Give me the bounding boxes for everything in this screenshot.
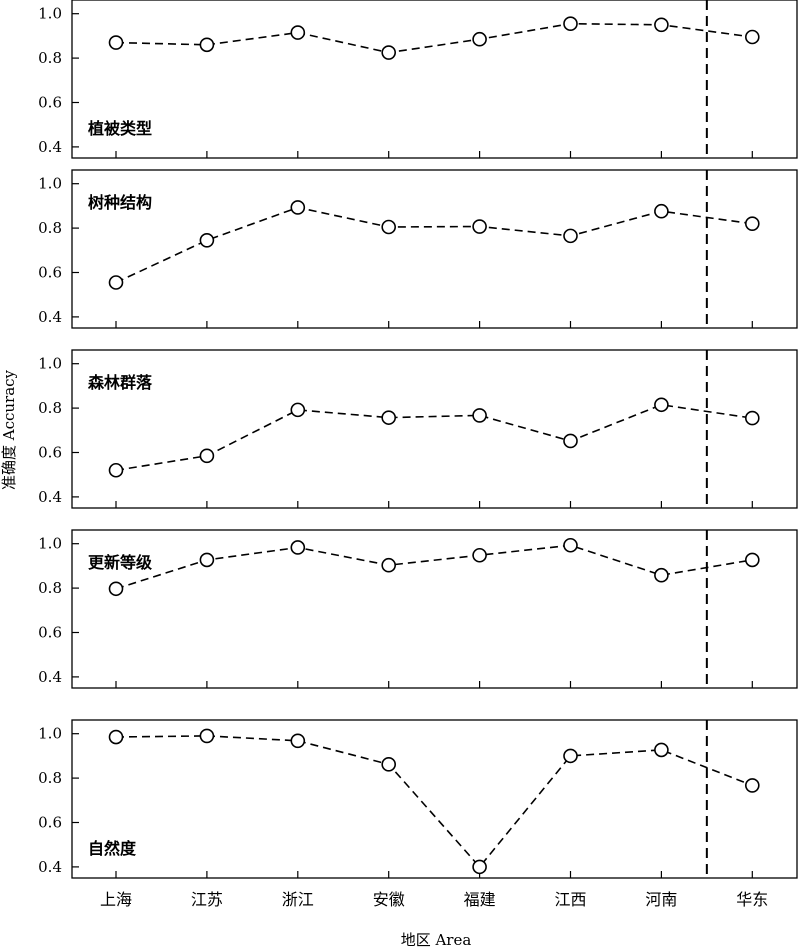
y-tick-label: 0.6 xyxy=(38,444,62,462)
data-point xyxy=(108,581,124,597)
panel-frame xyxy=(71,0,798,159)
data-point xyxy=(199,552,215,568)
y-axis-title: 准确度 Accuracy xyxy=(0,369,18,490)
y-tick-label: 0.6 xyxy=(38,624,62,642)
data-point xyxy=(108,35,124,50)
panel-label: 树种结构 xyxy=(88,193,152,212)
data-point xyxy=(563,537,578,553)
data-point xyxy=(381,410,397,425)
y-tick-label: 0.8 xyxy=(38,579,62,597)
y-tick-label: 0.4 xyxy=(38,668,62,686)
data-point xyxy=(563,16,578,31)
data-point xyxy=(563,748,578,764)
y-tick-label: 0.6 xyxy=(38,814,62,832)
panel-label: 森林群落 xyxy=(88,373,153,392)
y-tick-label: 0.4 xyxy=(38,488,62,506)
series-line xyxy=(115,544,753,590)
panel-3: 0.4 0.6 0.8 1.0 森林群落 xyxy=(38,349,798,509)
data-point xyxy=(290,733,306,749)
data-point xyxy=(199,37,215,53)
data-point xyxy=(381,757,397,772)
panel-frame xyxy=(71,349,798,509)
panel-1: 0.4 0.6 0.8 1.0 植被类型 xyxy=(38,0,798,159)
x-tick-label: 福建 xyxy=(464,890,496,909)
data-point xyxy=(381,219,397,235)
data-point xyxy=(744,29,760,45)
x-tick-label: 江西 xyxy=(554,890,586,909)
data-point xyxy=(472,547,487,563)
series-line xyxy=(115,22,753,54)
data-point xyxy=(108,729,124,745)
x-tick-label: 华东 xyxy=(736,890,768,909)
data-point xyxy=(472,859,487,875)
data-point xyxy=(472,408,487,423)
panel-frame xyxy=(71,529,798,689)
series-line xyxy=(115,735,753,869)
data-point xyxy=(654,567,669,583)
y-tick-label: 0.6 xyxy=(38,94,62,112)
y-tick-label: 1.0 xyxy=(38,725,62,743)
series-line xyxy=(115,403,753,472)
panel-2: 0.4 0.6 0.8 1.0 树种结构 xyxy=(38,169,798,329)
data-point xyxy=(654,203,669,219)
panel-4: 0.4 0.6 0.8 1.0 更新等级 xyxy=(38,529,798,689)
data-point xyxy=(381,557,397,573)
data-point xyxy=(290,402,306,418)
y-tick-label: 0.6 xyxy=(38,264,62,282)
data-point xyxy=(654,17,669,33)
data-point xyxy=(563,228,578,244)
data-point xyxy=(290,25,306,40)
data-point xyxy=(199,728,215,744)
y-tick-label: 0.8 xyxy=(38,769,62,787)
panel-frame xyxy=(71,169,798,329)
data-point xyxy=(199,233,215,248)
data-point xyxy=(744,410,760,426)
y-tick-label: 0.4 xyxy=(38,308,62,326)
x-tick-label: 安徽 xyxy=(373,890,405,909)
y-tick-label: 0.8 xyxy=(38,49,62,67)
data-point xyxy=(744,216,760,231)
y-tick-label: 0.4 xyxy=(38,858,62,876)
y-tick-label: 1.0 xyxy=(38,175,62,193)
x-tick-label: 河南 xyxy=(645,890,677,909)
panel-label: 更新等级 xyxy=(88,553,153,572)
data-point xyxy=(290,200,306,215)
data-point xyxy=(108,462,124,478)
data-point xyxy=(472,219,487,234)
data-point xyxy=(381,45,397,60)
data-point xyxy=(199,448,215,464)
series-line xyxy=(115,206,753,284)
y-tick-label: 1.0 xyxy=(38,535,62,553)
panel-label: 自然度 xyxy=(88,839,137,858)
panel-label: 植被类型 xyxy=(87,119,152,138)
data-point xyxy=(744,778,760,793)
y-tick-label: 0.8 xyxy=(38,399,62,417)
data-point xyxy=(472,31,487,47)
y-tick-label: 1.0 xyxy=(38,355,62,373)
x-tick-label: 浙江 xyxy=(282,890,314,909)
x-tick-label: 上海 xyxy=(100,890,132,909)
x-tick-label: 江苏 xyxy=(191,890,223,909)
y-tick-label: 0.8 xyxy=(38,219,62,237)
data-point xyxy=(563,433,578,449)
data-point xyxy=(744,552,760,568)
data-point xyxy=(654,397,669,413)
y-tick-label: 0.4 xyxy=(38,138,62,156)
panel-frame xyxy=(71,719,798,879)
data-point xyxy=(108,275,124,290)
data-point xyxy=(654,742,669,758)
data-point xyxy=(290,540,306,555)
y-tick-label: 1.0 xyxy=(38,5,62,23)
panel-5: 0.4 0.6 0.8 1.0 自然度 xyxy=(38,719,798,879)
x-axis-title: 地区 Area xyxy=(401,931,472,949)
